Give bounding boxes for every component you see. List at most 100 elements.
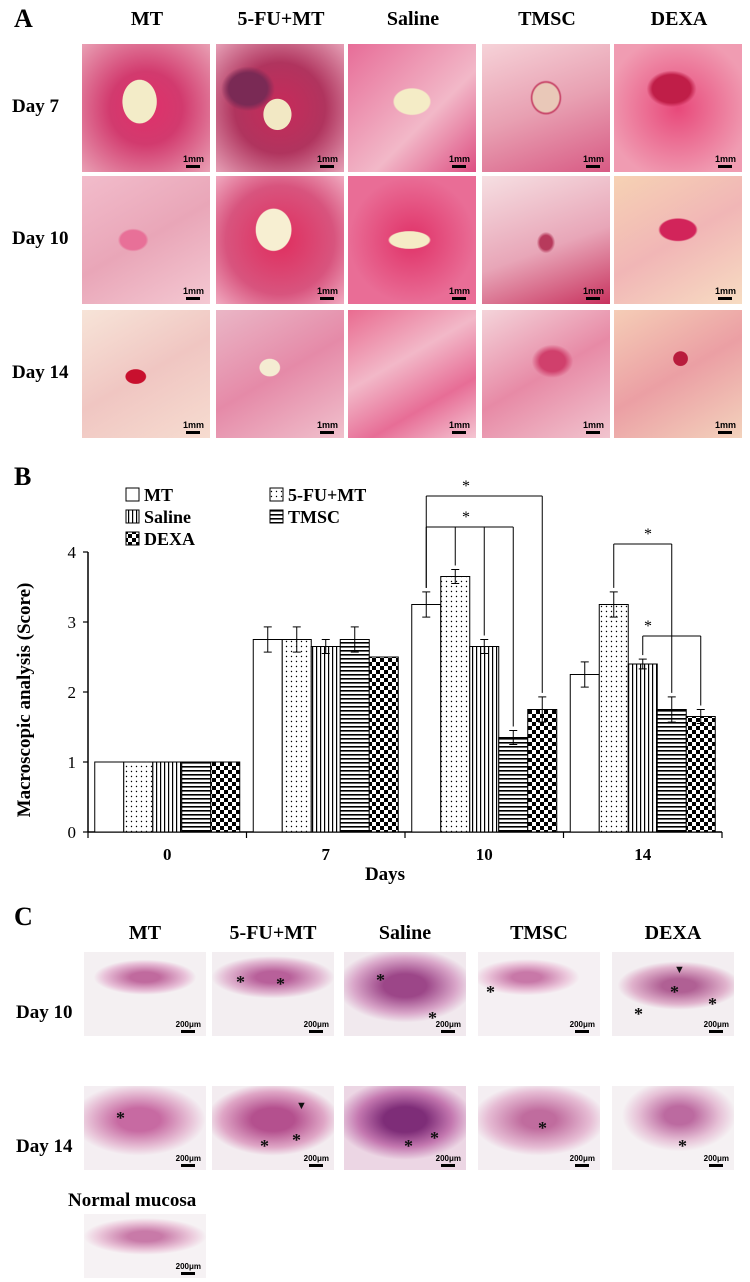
scale-bar: 1mm <box>715 286 736 300</box>
bar <box>339 639 370 833</box>
scale-bar-line <box>441 1030 456 1033</box>
mucosa-photo: 1mm <box>348 176 476 304</box>
lesion-star: * <box>670 982 679 1002</box>
mucosa-photo: 1mm <box>482 310 610 438</box>
x-tick-label: 0 <box>163 845 172 864</box>
lesion-star: * <box>260 1136 269 1156</box>
arrowhead-marker: ▼ <box>674 964 685 976</box>
bar-chart: 0 1 2 3 4 0 7 10 14 Days Macroscopic analysis (Sco… <box>14 478 723 885</box>
scale-bar-line <box>320 431 335 434</box>
scale-bar-line <box>709 1164 724 1167</box>
lesion-star: * <box>708 994 717 1014</box>
lesion-star: * <box>404 1136 413 1156</box>
y-tick-label: 4 <box>68 543 77 562</box>
mucosa-photo: 1mm <box>614 310 742 438</box>
histology-image: * * ▼ 200μm <box>212 1086 334 1170</box>
bar <box>310 646 341 833</box>
lesion-star: * <box>276 974 285 994</box>
scale-bar: 200μm <box>176 1154 201 1167</box>
scale-bar-line <box>441 1164 456 1167</box>
scale-bar: 1mm <box>583 286 604 300</box>
scale-bar-line <box>309 1030 324 1033</box>
significance-star: * <box>462 509 470 526</box>
scale-bar: 200μm <box>570 1020 595 1033</box>
panel-c-column-label: DEXA <box>644 922 702 944</box>
y-tick-label: 2 <box>68 683 77 702</box>
lesion-star: * <box>430 1128 439 1148</box>
mucosa-photo: 1mm <box>82 176 210 304</box>
scale-bar: 1mm <box>183 286 204 300</box>
x-axis-label: Days <box>365 864 405 885</box>
bar <box>252 639 283 833</box>
scale-bar-line <box>586 297 601 300</box>
panel-c-row-label: Day 14 <box>16 1136 73 1157</box>
bar <box>498 737 529 833</box>
panel-b-letter: B <box>14 462 32 491</box>
scale-bar-line <box>452 431 467 434</box>
scale-bar: 200μm <box>176 1020 201 1033</box>
bar <box>627 663 658 833</box>
legend-swatch <box>125 509 140 524</box>
histology-image: 200μm <box>84 952 206 1036</box>
significance-star: * <box>644 618 652 635</box>
panel-a-row-label: Day 7 <box>12 96 59 117</box>
scale-bar: 200μm <box>304 1020 329 1033</box>
scale-bar-line <box>718 431 733 434</box>
mucosa-photo: 1mm <box>216 310 344 438</box>
lesion-star: * <box>116 1108 125 1128</box>
normal-mucosa-image: 200μm <box>84 1214 206 1278</box>
bar <box>411 604 442 833</box>
bar <box>569 674 600 833</box>
scale-bar-line <box>709 1030 724 1033</box>
scale-bar: 200μm <box>436 1154 461 1167</box>
lesion-star: * <box>236 972 245 992</box>
bar <box>152 761 183 833</box>
panel-c-column-label: 5-FU+MT <box>229 922 317 944</box>
histology-image: * * 200μm <box>344 1086 466 1170</box>
scale-bar: 1mm <box>183 420 204 434</box>
panel-a-letter: A <box>14 4 33 33</box>
bar <box>368 656 399 833</box>
scale-bar: 1mm <box>449 420 470 434</box>
scale-bar: 1mm <box>317 154 338 168</box>
scale-bar-line <box>181 1164 196 1167</box>
panel-a-column-label: 5-FU+MT <box>237 8 325 30</box>
lesion-star: * <box>376 970 385 990</box>
bar <box>123 761 154 833</box>
scale-bar-line <box>718 165 733 168</box>
scale-bar: 200μm <box>704 1154 729 1167</box>
y-tick-label: 1 <box>68 753 77 772</box>
scale-bar: 1mm <box>449 154 470 168</box>
legend-swatch <box>269 487 284 502</box>
scale-bar: 200μm <box>304 1154 329 1167</box>
bar <box>527 709 558 833</box>
scale-bar: 200μm <box>176 1262 201 1275</box>
lesion-star: * <box>634 1004 643 1024</box>
scale-bar: 200μm <box>436 1020 461 1033</box>
significance-star: * <box>462 478 470 495</box>
y-tick-label: 0 <box>68 823 77 842</box>
scale-bar: 1mm <box>317 420 338 434</box>
legend-label: 5-FU+MT <box>288 485 366 505</box>
scale-bar-line <box>320 297 335 300</box>
scale-bar-line <box>586 431 601 434</box>
arrowhead-marker: ▼ <box>296 1100 307 1112</box>
scale-bar-line <box>452 165 467 168</box>
scale-bar: 1mm <box>583 154 604 168</box>
x-tick-label: 7 <box>322 845 331 864</box>
panel-a-row-label: Day 14 <box>12 362 69 383</box>
scale-bar: 1mm <box>583 420 604 434</box>
scale-bar: 200μm <box>570 1154 595 1167</box>
scale-bar: 1mm <box>715 154 736 168</box>
histology-image: * * 200μm <box>212 952 334 1036</box>
panel-c-column-label: Saline <box>378 922 432 944</box>
scale-bar-line <box>320 165 335 168</box>
bar <box>656 709 687 833</box>
bar <box>181 761 212 833</box>
scale-bar-line <box>586 165 601 168</box>
scale-bar: 1mm <box>183 154 204 168</box>
mucosa-photo: 1mm <box>216 44 344 172</box>
scale-bar-line <box>186 431 201 434</box>
mucosa-photo: 1mm <box>82 310 210 438</box>
bar <box>281 639 312 833</box>
